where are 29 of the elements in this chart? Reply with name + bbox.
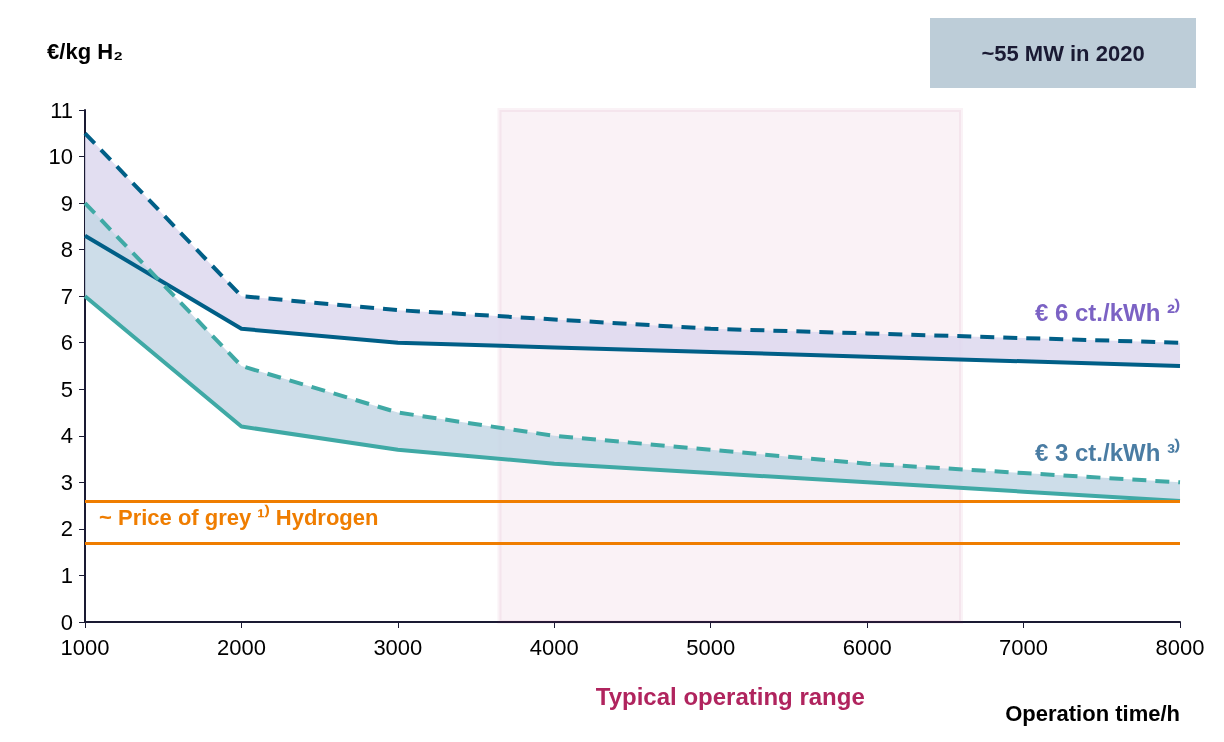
y-tick-label: 5: [60, 376, 73, 402]
y-tick-label: 6: [60, 330, 73, 356]
x-tick-label: 8000: [1155, 634, 1205, 660]
band-label: Typical operating range: [595, 682, 865, 710]
y-tick-label: 7: [60, 283, 73, 309]
text: ~55 MW in 2020: [981, 40, 1145, 66]
y-tick-label: 8: [60, 237, 73, 263]
x-tick-label: 6000: [842, 634, 892, 660]
y-tick-label: 0: [60, 609, 73, 635]
y-tick-label: 9: [60, 190, 73, 216]
x-tick-label: 5000: [686, 634, 736, 660]
y-tick-label: 4: [60, 423, 73, 449]
line-series: [83, 294, 1182, 503]
series-label: € 6 ct./kWh ²⁾: [1034, 298, 1180, 327]
x-tick-label: 2000: [216, 634, 266, 660]
ref-line-label: ~ Price of grey ¹⁾ Hydrogen: [99, 504, 379, 531]
y-axis-title: €/kg H₂: [47, 38, 123, 64]
series-label: € 3 ct./kWh ³⁾: [1034, 437, 1180, 466]
y-tick-label: 11: [50, 97, 73, 123]
x-tick-label: 1000: [60, 634, 110, 660]
y-tick-label: 3: [60, 469, 73, 495]
x-axis-title: Operation time/h: [1005, 700, 1180, 726]
x-tick-label: 3000: [373, 634, 423, 660]
line-series: [83, 233, 1182, 368]
y-tick-label: 10: [48, 144, 73, 170]
y-tick-label: 1: [60, 562, 73, 588]
y-tick-label: 2: [60, 516, 73, 542]
x-tick-label: 4000: [529, 634, 579, 660]
x-tick-label: 7000: [999, 634, 1049, 660]
